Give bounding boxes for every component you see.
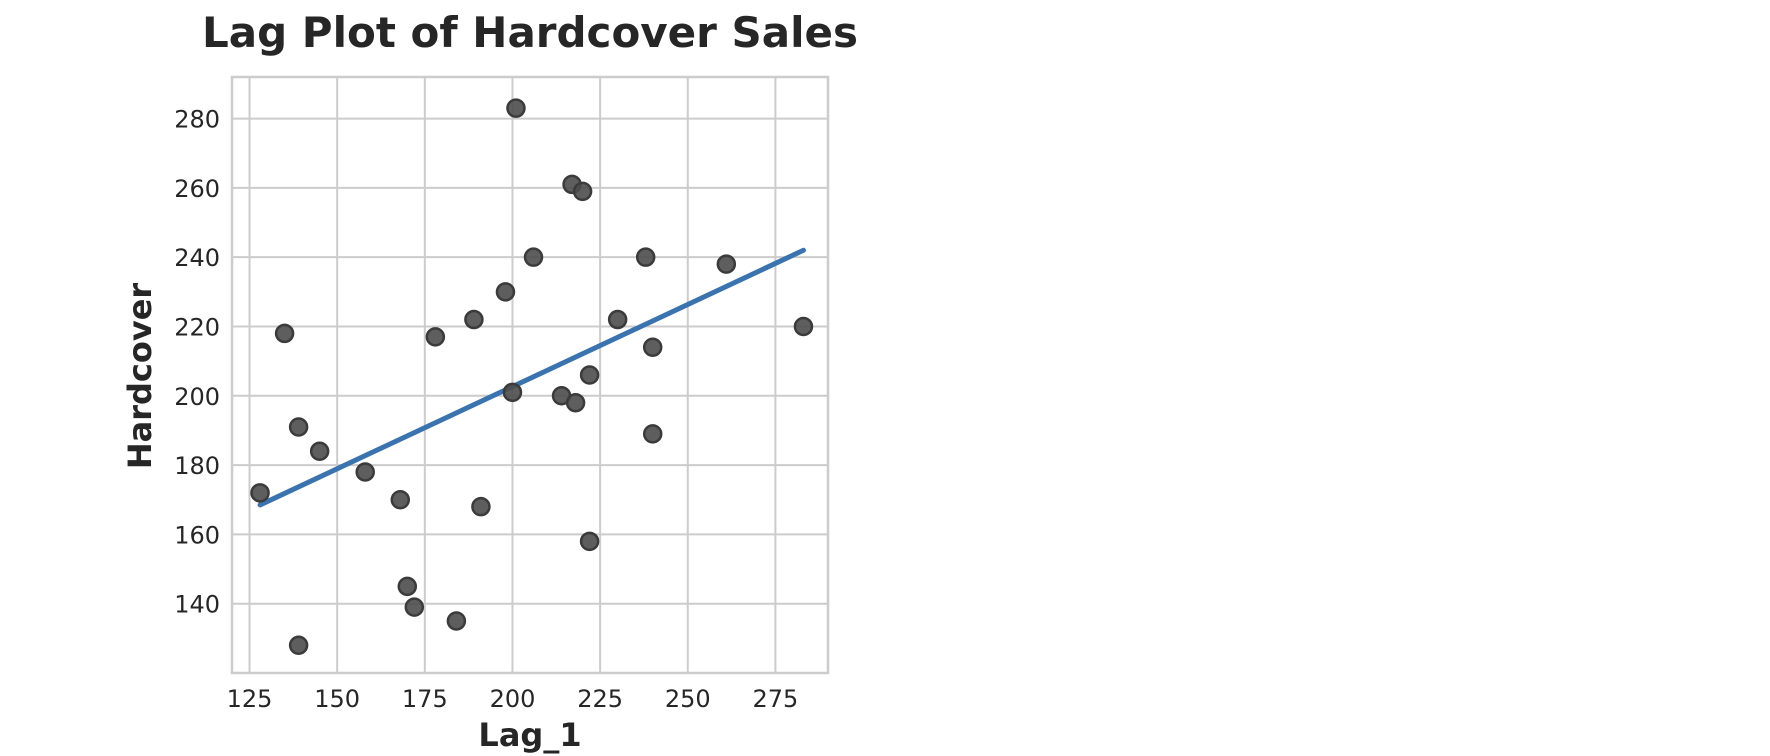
scatter-point (425, 327, 446, 347)
x-tick-label: 275 (753, 685, 799, 713)
scatter-point (642, 337, 663, 358)
scatter-point (471, 496, 491, 517)
scatter-point (579, 531, 600, 552)
fit-line-layer (257, 247, 806, 508)
x-tick-label: 125 (227, 685, 273, 713)
y-tick-label: 140 (174, 591, 220, 619)
scatter-point (404, 597, 425, 617)
y-tick-label: 260 (174, 175, 220, 203)
scatter-point (642, 424, 663, 444)
x-tick-labels: 125 150 175 200 225 250 275 (227, 685, 799, 713)
scatter-point (309, 441, 330, 461)
points-layer (250, 98, 814, 656)
scatter-point (523, 247, 544, 267)
grid (232, 77, 828, 673)
y-tick-label: 180 (174, 452, 220, 480)
x-tick-label: 225 (577, 685, 623, 713)
y-tick-label: 160 (174, 521, 220, 549)
scatter-point (288, 417, 309, 437)
regression-line (257, 247, 806, 508)
scatter-point (274, 323, 295, 344)
x-tick-label: 200 (490, 685, 536, 713)
scatter-point (495, 282, 516, 302)
y-tick-label: 220 (174, 313, 220, 341)
y-tick-label: 200 (174, 383, 220, 411)
x-tick-label: 250 (665, 685, 711, 713)
scatter-point (635, 247, 656, 267)
y-tick-labels: 140 160 180 200 220 240 260 280 (174, 106, 220, 619)
plot-frame (230, 75, 830, 675)
x-tick-label: 150 (314, 685, 360, 713)
y-tick-label: 280 (174, 106, 220, 134)
chart-title: Lag Plot of Hardcover Sales (202, 8, 858, 57)
scatter-point (464, 309, 484, 330)
scatter-point (572, 181, 593, 202)
x-axis-label: Lag_1 (478, 716, 581, 754)
scatter-point (390, 489, 411, 510)
scatter-point (579, 365, 600, 385)
x-tick-label: 175 (402, 685, 448, 713)
scatter-point (397, 576, 418, 597)
scatter-point (250, 483, 270, 503)
scatter-point (502, 382, 523, 403)
scatter-point (793, 316, 814, 337)
scatter-point (716, 254, 737, 274)
scatter-point (446, 611, 467, 631)
y-axis-label: Hardcover (121, 283, 159, 470)
scatter-point (506, 98, 526, 118)
scatter-point (355, 462, 375, 482)
scatter-point (288, 635, 309, 656)
scatter-point (565, 392, 586, 413)
y-tick-label: 240 (174, 244, 220, 272)
scatter-point (607, 309, 628, 330)
